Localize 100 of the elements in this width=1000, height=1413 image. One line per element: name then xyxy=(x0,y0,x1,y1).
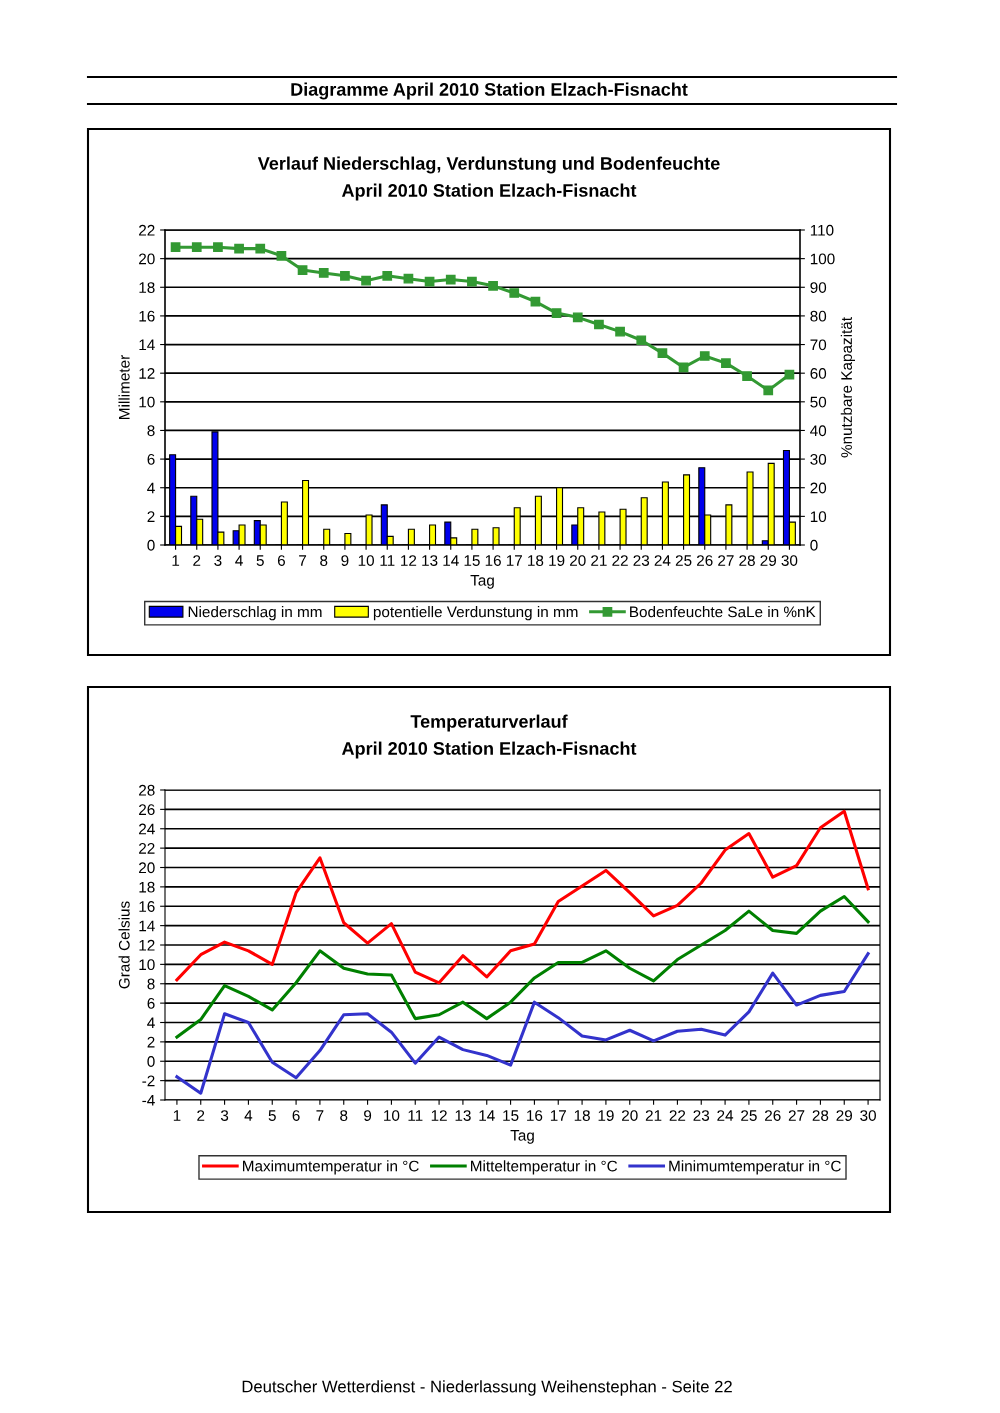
x-tick-label: 25 xyxy=(741,1110,757,1121)
y-tick-label: 8 xyxy=(147,425,155,437)
y-tick-label: 6 xyxy=(147,997,155,1009)
x-tick-label: 16 xyxy=(527,1110,543,1121)
y-tick-label: 28 xyxy=(139,784,155,796)
point xyxy=(657,348,668,358)
y-tick-label: 20 xyxy=(139,253,155,265)
x-tick-label: 18 xyxy=(528,555,544,566)
point xyxy=(403,273,414,284)
y-tick-label: 2 xyxy=(147,1036,155,1048)
point xyxy=(170,242,181,253)
x-tick-label: 2 xyxy=(197,1110,205,1121)
y-axis-title: Millimeter xyxy=(118,355,130,419)
point xyxy=(721,358,731,369)
x-tick-label: 3 xyxy=(214,555,222,566)
x-tick-label: 24 xyxy=(717,1110,734,1121)
x-tick-label: 18 xyxy=(574,1110,590,1121)
y-tick-label: 20 xyxy=(139,862,155,874)
x-tick-label: 11 xyxy=(408,1110,423,1121)
x-tick-label: 19 xyxy=(598,1110,614,1121)
x-tick-label: 2 xyxy=(193,555,201,566)
point xyxy=(191,242,202,253)
y2-tick-label: 100 xyxy=(810,253,835,265)
x-axis-title: Tag xyxy=(510,1130,534,1144)
chart-title: Temperaturverlauf xyxy=(410,714,568,732)
y-tick-label: -4 xyxy=(142,1095,155,1106)
line-series xyxy=(175,809,870,985)
point xyxy=(276,250,287,261)
point xyxy=(594,319,604,330)
x-tick-label: 26 xyxy=(697,555,713,566)
point xyxy=(763,385,774,396)
point xyxy=(361,275,371,286)
y-tick-label: 4 xyxy=(147,1017,155,1029)
x-tick-label: 3 xyxy=(220,1110,229,1121)
y-tick-label: 4 xyxy=(147,482,155,494)
legend-label: Minimumtemperatur in °C xyxy=(669,1160,841,1175)
point xyxy=(340,270,350,281)
y2-tick-label: 50 xyxy=(810,396,827,408)
point xyxy=(572,312,583,323)
x-tick-label: 5 xyxy=(268,1110,276,1121)
point xyxy=(636,335,647,346)
x-tick-label: 6 xyxy=(292,1110,300,1121)
x-axis-title: Tag xyxy=(470,575,494,589)
point xyxy=(699,351,710,361)
x-tick-label: 30 xyxy=(781,555,798,566)
x-tick-label: 12 xyxy=(431,1110,447,1121)
legend-label: Niederschlag in mm xyxy=(188,606,322,621)
y-tick-label: 12 xyxy=(139,939,155,951)
x-tick-label: 12 xyxy=(401,555,417,566)
x-tick-label: 13 xyxy=(422,555,438,566)
x-tick-label: 20 xyxy=(570,555,586,566)
y2-tick-label: 110 xyxy=(810,224,834,236)
y-tick-label: 0 xyxy=(147,1056,155,1067)
x-tick-label: 20 xyxy=(622,1110,638,1121)
y-tick-label: 14 xyxy=(139,339,155,351)
y-tick-label: -2 xyxy=(142,1075,155,1087)
x-tick-label: 14 xyxy=(443,555,459,566)
x-tick-label: 17 xyxy=(506,555,522,566)
point xyxy=(445,274,456,285)
x-tick-label: 13 xyxy=(455,1110,471,1121)
x-tick-label: 10 xyxy=(358,555,374,566)
x-tick-label: 21 xyxy=(645,1110,662,1121)
x-tick-label: 16 xyxy=(485,555,501,566)
x-tick-label: 6 xyxy=(277,555,285,566)
point xyxy=(213,242,223,253)
y-tick-label: 2 xyxy=(147,511,155,522)
x-tick-label: 30 xyxy=(860,1110,876,1121)
x-tick-label: 26 xyxy=(765,1110,781,1121)
y-tick-label: 12 xyxy=(139,368,155,379)
x-tick-label: 22 xyxy=(669,1110,686,1121)
x-tick-label: 11 xyxy=(380,555,395,566)
y2-tick-label: 80 xyxy=(810,310,827,322)
x-tick-label: 29 xyxy=(760,555,777,566)
y-axis-title: Grad Celsius xyxy=(118,901,130,989)
x-tick-label: 1 xyxy=(173,1110,181,1121)
legend-label: Bodenfeuchte SaLe in %nK xyxy=(630,606,816,618)
legend-label: potentielle Verdunstung in mm xyxy=(373,606,578,621)
y-tick-label: 14 xyxy=(139,920,155,932)
x-tick-label: 29 xyxy=(836,1110,853,1121)
y-tick-label: 16 xyxy=(139,310,155,322)
y-tick-label: 6 xyxy=(147,453,155,465)
text: Diagramme April 2010 Station Elzach-Fisnacht xyxy=(291,82,688,100)
x-tick-label: 28 xyxy=(812,1110,829,1121)
y-tick-label: 10 xyxy=(139,396,155,408)
x-tick-label: 14 xyxy=(479,1110,495,1121)
chart-subtitle: April 2010 Station Elzach-Fisnacht xyxy=(341,183,637,201)
legend-label: Maximumtemperatur in °C xyxy=(243,1160,419,1175)
point xyxy=(382,270,393,281)
point xyxy=(297,265,308,275)
y2-tick-label: 10 xyxy=(810,511,827,523)
point xyxy=(488,280,498,291)
y-tick-label: 18 xyxy=(139,881,155,893)
y2-tick-label: 20 xyxy=(810,482,827,494)
y2-tick-label: 0 xyxy=(810,539,818,551)
y-tick-label: 10 xyxy=(139,959,155,971)
x-tick-label: 9 xyxy=(341,555,349,566)
x-tick-label: 9 xyxy=(364,1110,372,1121)
y2-tick-label: 60 xyxy=(810,368,827,379)
chart-subtitle: April 2010 Station Elzach-Fisnacht xyxy=(341,741,637,759)
x-tick-label: 1 xyxy=(172,555,180,566)
